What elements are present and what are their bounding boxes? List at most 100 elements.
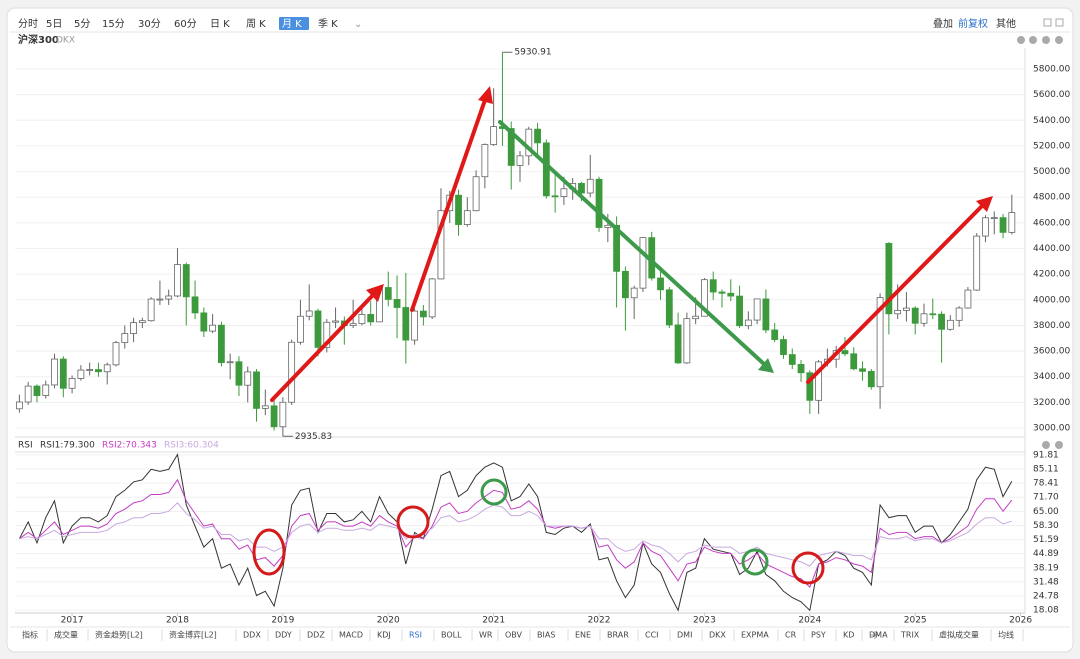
candle-body	[929, 313, 937, 316]
y-tick-label: 3600.00	[1033, 347, 1070, 357]
toolbar-option[interactable]: 前复权	[958, 17, 988, 30]
y-tick-label: 91.81	[1033, 450, 1059, 460]
indicator-tab[interactable]: 资金趋势[L2]	[95, 630, 143, 640]
y-tick-label: 3200.00	[1033, 398, 1070, 408]
icon[interactable]	[1055, 36, 1063, 44]
icon[interactable]	[1017, 36, 1025, 44]
indicator-tab[interactable]: DDX	[243, 631, 261, 640]
y-tick-label: 51.59	[1033, 535, 1059, 545]
card	[6, 7, 1074, 653]
candle-body	[42, 384, 50, 396]
candle-body	[604, 224, 612, 228]
trough-label: 2935.83	[295, 432, 332, 442]
candle-body	[850, 353, 858, 370]
y-tick-label: 4200.00	[1033, 270, 1070, 280]
indicator-tab[interactable]: 成交量	[54, 630, 78, 640]
candle-body	[788, 354, 796, 365]
panel-title[interactable]: RSI	[18, 441, 33, 451]
candle-body	[235, 361, 243, 386]
candle-body	[112, 342, 120, 366]
candle-body	[393, 299, 401, 308]
indicator-tab[interactable]: EXPMA	[741, 631, 769, 640]
indicator-label[interactable]: DKX	[56, 36, 75, 46]
indicator-tab[interactable]: TRIX	[900, 631, 920, 640]
candle-body	[288, 341, 296, 403]
indicator-tab[interactable]: 指标	[22, 630, 38, 640]
toolbar-option[interactable]: 其他	[996, 17, 1016, 30]
period-button[interactable]: 60分	[174, 18, 197, 30]
icon[interactable]	[1055, 18, 1064, 27]
x-tick-label: 2023	[693, 616, 716, 626]
icon[interactable]	[1042, 441, 1050, 449]
candle-body	[147, 298, 155, 322]
candle-body	[665, 289, 673, 326]
candle-body	[841, 350, 849, 355]
indicator-tab[interactable]: RSI	[409, 631, 422, 640]
period-button[interactable]: 日 K	[210, 19, 230, 30]
period-button[interactable]: 周 K	[246, 18, 266, 30]
indicator-tab[interactable]: OBV	[505, 631, 523, 640]
toolbar-option[interactable]: 叠加	[933, 18, 953, 30]
icon[interactable]	[1043, 18, 1052, 27]
indicator-tab[interactable]: MACD	[339, 631, 363, 640]
candle-body	[138, 320, 146, 324]
highlight-circle	[396, 505, 430, 539]
candle-body	[744, 319, 752, 327]
add-tab[interactable]	[871, 631, 879, 639]
indicator-tab[interactable]: BRAR	[607, 631, 629, 640]
indicator-tab[interactable]: BOLL	[441, 631, 462, 640]
rsi-line	[19, 478, 1013, 588]
icon[interactable]	[1029, 36, 1037, 44]
indicator-tab[interactable]: CCI	[645, 631, 659, 640]
candle-body	[33, 385, 41, 396]
indicator-tab[interactable]: WR	[479, 631, 493, 640]
candle-body	[806, 372, 814, 401]
period-button[interactable]: 15分	[102, 18, 125, 30]
icon[interactable]	[1055, 441, 1063, 449]
candle-body	[780, 339, 787, 355]
candle-body	[200, 312, 208, 332]
indicator-tab[interactable]: CR	[785, 631, 797, 640]
candle-body	[657, 277, 664, 291]
candle-body	[613, 224, 621, 272]
icon[interactable]	[1042, 36, 1050, 44]
period-button[interactable]: 5日	[46, 19, 62, 30]
candle-body	[674, 324, 682, 364]
candle-body	[314, 310, 322, 348]
indicator-tab[interactable]: 资金博弈[L2]	[169, 630, 217, 640]
period-button[interactable]: 30分	[138, 18, 161, 30]
indicator-tab[interactable]: PSY	[811, 631, 826, 640]
highlight-circle	[480, 478, 508, 506]
candle-body	[59, 358, 67, 389]
candle-body	[174, 264, 181, 297]
candle-body	[103, 364, 111, 373]
candle-body	[121, 333, 129, 344]
candle-body	[797, 364, 805, 374]
indicator-tab[interactable]: KDJ	[377, 631, 391, 640]
candle-body	[516, 155, 524, 166]
period-button[interactable]: 月 K	[282, 18, 302, 30]
toolbar-caret: ⌄	[354, 19, 362, 30]
indicator-tab[interactable]: 虚拟成交量	[939, 630, 979, 640]
candle-body	[964, 289, 972, 309]
indicator-tab[interactable]: DMA	[869, 631, 888, 640]
period-button[interactable]: 季 K	[318, 18, 338, 30]
y-tick-label: 5600.00	[1033, 90, 1070, 100]
period-button[interactable]: 5分	[74, 18, 90, 30]
indicator-tab[interactable]: DMI	[677, 631, 692, 640]
indicator-tab[interactable]: DDY	[275, 631, 292, 640]
candle-body	[551, 195, 559, 198]
y-tick-label: 4600.00	[1033, 218, 1070, 228]
indicator-tab[interactable]: DKX	[709, 631, 726, 640]
y-tick-label: 58.30	[1033, 521, 1059, 531]
candle-body	[542, 142, 550, 197]
period-button[interactable]: 分时	[18, 18, 38, 30]
indicator-tab[interactable]: BIAS	[537, 631, 555, 640]
indicator-tab[interactable]: DDZ	[307, 631, 325, 640]
indicator-tab[interactable]: KD	[843, 631, 854, 640]
indicator-tab[interactable]: ENE	[575, 631, 591, 640]
indicator-tab[interactable]: 均线	[998, 630, 1014, 640]
candle-body	[911, 307, 919, 324]
y-tick-label: 5000.00	[1033, 167, 1070, 177]
candle-body	[253, 371, 260, 409]
